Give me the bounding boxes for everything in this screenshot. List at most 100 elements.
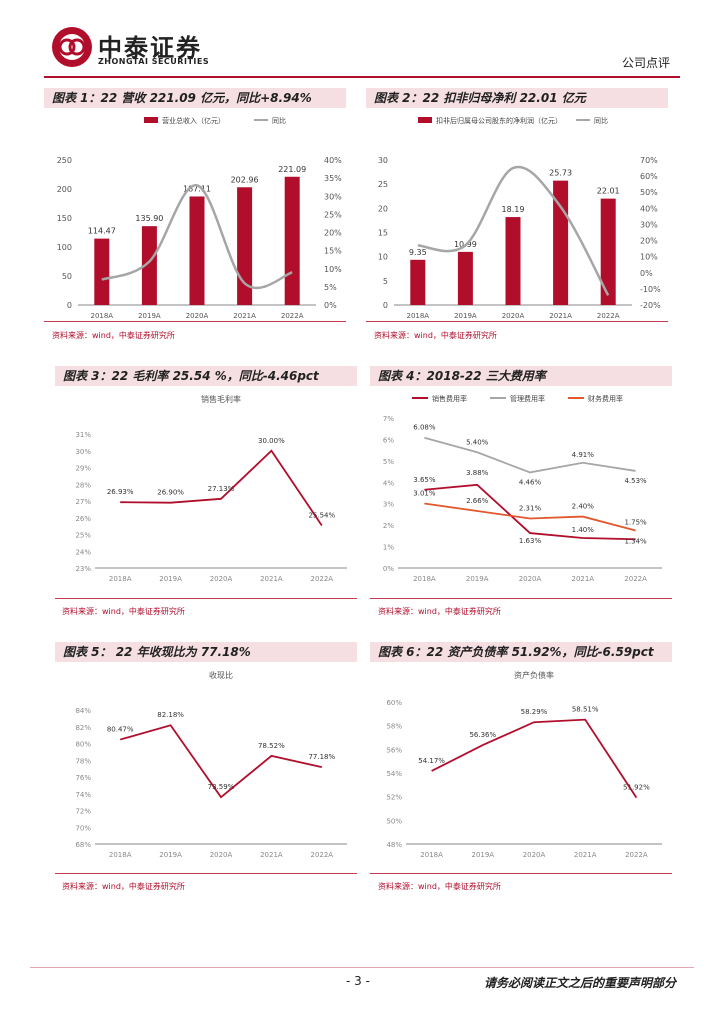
brand-name-en: ZHONGTAI SECURITIES [98,57,210,66]
data-label: 54.17% [418,757,445,765]
y-tick-label: 25% [75,532,91,540]
gross-margin-chart: 销售毛利率 23% 24% 25% 26% 27% 28% 29% 30% 31% 2018A 201… [75,394,347,583]
y2-tick-label: 60% [640,172,658,181]
bar-value-label: 187.11 [183,184,211,193]
data-label: 1.75% [624,519,647,527]
yoy-line [101,184,293,290]
figure-title: 图表 5： 22 年收现比为 77.18% [55,642,357,662]
bar-value-label: 221.09 [278,165,306,174]
figure-panel-1: 图表 1：22 营收 221.09 亿元，同比+8.94% 营业总收入（亿元） 同… [44,88,346,330]
x-tick-label: 2020A [502,312,525,320]
y-tick-label: 24% [75,548,91,556]
y2-tick-label: 30% [640,220,658,229]
legend-label: 管理费用率 [510,394,545,403]
y2-tick-label: 70% [640,156,658,165]
x-tick-label: 2022A [310,575,333,583]
data-label: 25.54% [308,511,335,519]
data-label: 2.40% [572,503,595,511]
x-tick-label: 2021A [233,312,256,320]
source-rule [44,321,346,322]
y-tick-label: 52% [386,794,402,802]
footer-rule [30,967,694,968]
source-rule [55,873,357,874]
y-tick-label: 84% [75,707,91,715]
x-tick-label: 2021A [260,851,283,859]
bar [457,251,473,305]
bar [284,176,300,305]
y2-tick-label: 0% [640,269,653,278]
legend-bar-swatch [418,117,432,123]
x-tick-label: 2022A [625,851,648,859]
y-tick-label: 48% [386,841,402,849]
y-tick-label: 28% [75,481,91,489]
bar-value-label: 202.96 [231,175,259,184]
y2-tick-label: 40% [324,156,342,165]
legend-label: 财务费用率 [588,394,623,403]
x-tick-label: 2021A [574,851,597,859]
bar [600,198,616,305]
legend-bar-label: 营业总收入（亿元） [162,116,225,125]
bar-value-label: 18.19 [502,205,525,214]
page-number: - 3 - [346,974,370,988]
data-label: 30.00% [258,437,285,445]
x-tick-label: 2020A [186,312,209,320]
y2-tick-label: 40% [640,204,658,213]
data-label: 56.36% [469,731,496,739]
y2-tick-label: 50% [640,188,658,197]
source-rule [366,321,668,322]
x-tick-label: 2020A [210,851,233,859]
y-tick-label: 7% [383,415,394,423]
x-tick-label: 2021A [549,312,572,320]
bar-value-label: 9.35 [409,248,427,257]
data-label: 4.46% [519,478,542,486]
y-tick-label: 26% [75,515,91,523]
figure-panel-3: 图表 3：22 毛利率 25.54 %，同比-4.46pct 销售毛利率 23% 2… [55,366,357,608]
y-tick-label: 3% [383,501,394,509]
y-tick-label: 27% [75,498,91,506]
x-tick-label: 2018A [109,575,132,583]
data-label: 51.92% [623,784,650,792]
y-tick-label: 6% [383,436,394,444]
y-tick-label: 70% [75,824,91,832]
header-rule [44,76,680,78]
legend-line-label: 同比 [272,116,286,125]
revenue-chart: 营业总收入（亿元） 同比 0 50 100 150 200 250 0% 5% 10% 15% 20% 2… [57,116,342,320]
x-tick-label: 2022A [281,312,304,320]
legend-line-label: 同比 [594,116,608,125]
source-note: 资料来源：wind，中泰证券研究所 [52,331,175,340]
figure-title: 图表 4：2018-22 三大费用率 [370,366,672,386]
bar [505,217,521,305]
y-tick-label: 54% [386,770,402,778]
y-tick-label: 80% [75,741,91,749]
data-label: 27.13% [208,485,235,493]
figure-title: 图表 1：22 营收 221.09 亿元，同比+8.94% [44,88,346,108]
data-label: 4.91% [572,451,595,459]
y2-tick-label: 35% [324,174,342,183]
series-line [424,502,636,532]
series-line [424,436,636,474]
y-tick-label: 30% [75,448,91,456]
y2-tick-label: 15% [324,247,342,256]
x-tick-label: 2018A [90,312,113,320]
data-label: 2.31% [519,505,542,513]
x-tick-label: 2022A [624,575,647,583]
y-tick-label: 50% [386,817,402,825]
figure-panel-6: 图表 6：22 资产负债率 51.92%，同比-6.59pct 资产负债率 48%… [370,642,672,884]
y-tick-label: 23% [75,565,91,573]
data-label: 1.34% [624,537,647,545]
y-tick-label: 4% [383,479,394,487]
y2-tick-label: -20% [640,301,661,310]
y2-tick-label: 10% [324,265,342,274]
data-label: 3.88% [466,469,489,477]
figure-title: 图表 6：22 资产负债率 51.92%，同比-6.59pct [370,642,672,662]
y-tick-label: 50 [62,272,72,281]
bar [410,259,426,305]
source-rule [370,873,672,874]
bar [141,226,157,305]
y2-tick-label: 20% [640,237,658,246]
y-tick-label: 78% [75,757,91,765]
data-label: 58.51% [572,706,599,714]
y-tick-label: 60% [386,699,402,707]
data-label: 77.18% [308,753,335,761]
y-tick-label: 76% [75,774,91,782]
